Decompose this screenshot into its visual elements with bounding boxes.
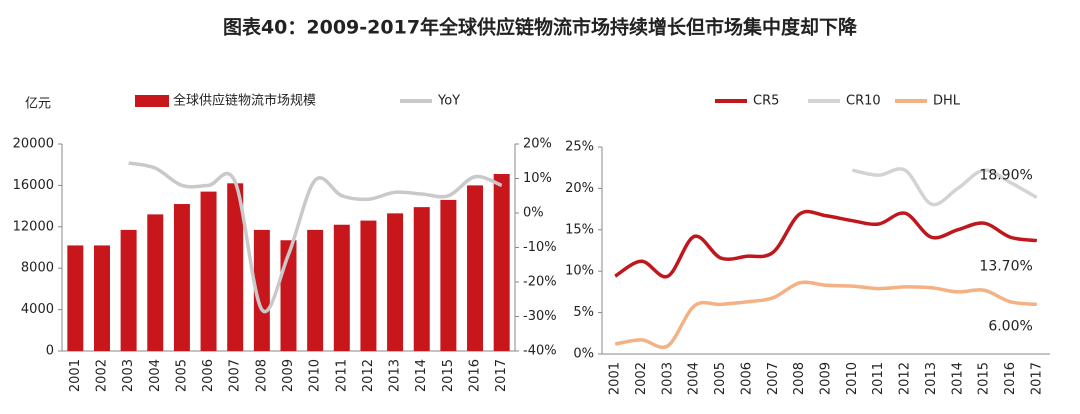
y-tick-label: 20% — [565, 181, 594, 196]
x-tick-label: 2016 — [1003, 362, 1018, 395]
y-tick-label: 8000 — [21, 261, 54, 276]
line — [614, 209, 1038, 279]
x-tick-label: 2016 — [468, 359, 483, 392]
x-tick-label: 2011 — [871, 362, 886, 395]
legend-label: CR10 — [846, 94, 881, 109]
y-tick-label: 4000 — [21, 302, 54, 317]
y2-tick-label: -40% — [523, 344, 557, 359]
x-tick-label: 2012 — [361, 359, 376, 392]
y-tick-label: 25% — [565, 140, 594, 155]
x-tick-label: 2003 — [121, 359, 136, 392]
x-tick-label: 2009 — [281, 359, 296, 392]
x-tick-label: 2010 — [845, 362, 860, 395]
data-label: 18.90% — [979, 168, 1032, 184]
y2-tick-label: -30% — [523, 309, 557, 324]
bar — [227, 183, 244, 351]
bar — [173, 204, 190, 351]
x-tick-label: 2011 — [334, 359, 349, 392]
x-tick-label: 2010 — [308, 359, 323, 392]
y-tick-label: 10% — [565, 264, 594, 279]
x-tick-label: 2014 — [950, 362, 965, 395]
x-tick-label: 2002 — [94, 359, 109, 392]
legend-label: DHL — [933, 94, 961, 109]
x-tick-label: 2012 — [898, 362, 913, 395]
bar — [307, 229, 324, 351]
bar — [333, 224, 350, 351]
bar — [360, 220, 377, 351]
y2-tick-label: -20% — [523, 275, 557, 290]
y2-tick-label: 20% — [523, 137, 552, 152]
x-tick-label: 2003 — [660, 362, 675, 395]
data-label: 6.00% — [988, 318, 1032, 334]
y2-tick-label: 10% — [523, 171, 552, 186]
x-tick-label: 2002 — [634, 362, 649, 395]
bar — [467, 185, 484, 351]
x-tick-label: 2006 — [739, 362, 754, 395]
bar — [200, 191, 217, 351]
x-tick-label: 2015 — [441, 359, 456, 392]
x-tick-label: 2007 — [228, 359, 243, 392]
bar — [493, 174, 510, 351]
x-tick-label: 2001 — [68, 359, 83, 392]
legend-swatch — [135, 95, 169, 107]
x-tick-label: 2001 — [608, 362, 623, 395]
legend-label: CR5 — [753, 94, 779, 109]
x-tick-label: 2005 — [174, 359, 189, 392]
y-tick-label: 20000 — [13, 137, 54, 152]
x-tick-label: 2017 — [1029, 362, 1044, 395]
x-tick-label: 2013 — [924, 362, 939, 395]
x-tick-label: 2008 — [792, 362, 807, 395]
bar — [120, 229, 137, 351]
x-tick-label: 2004 — [687, 362, 702, 395]
y-tick-label: 12000 — [13, 219, 54, 234]
x-tick-label: 2017 — [494, 359, 509, 392]
page-title: 图表40：2009-2017年全球供应链物流市场持续增长但市场集中度却下降 — [223, 16, 858, 39]
y-axis-label: 亿元 — [25, 97, 51, 112]
legend-label: YoY — [437, 94, 460, 109]
bar — [413, 207, 430, 351]
bar — [67, 245, 84, 351]
line — [614, 280, 1037, 349]
x-tick-label: 2007 — [766, 362, 781, 395]
x-tick-label: 2004 — [148, 359, 163, 392]
x-tick-label: 2006 — [201, 359, 216, 392]
y2-tick-label: -10% — [523, 240, 557, 255]
bar — [253, 229, 270, 351]
y-tick-label: 15% — [565, 222, 594, 237]
x-tick-label: 2009 — [819, 362, 834, 395]
x-tick-label: 2014 — [414, 359, 429, 392]
bar — [147, 214, 164, 351]
x-tick-label: 2008 — [254, 359, 269, 392]
bar — [387, 213, 404, 351]
legend-label: 全球供应链物流市场规模 — [173, 93, 316, 109]
y-tick-label: 0% — [573, 347, 594, 362]
bar — [440, 199, 457, 351]
y2-tick-label: 0% — [523, 206, 544, 221]
x-tick-label: 2013 — [388, 359, 403, 392]
x-tick-label: 2015 — [977, 362, 992, 395]
line — [128, 161, 503, 314]
bar — [93, 245, 110, 351]
line — [851, 167, 1038, 207]
y-tick-label: 5% — [573, 305, 594, 320]
y-tick-label: 0 — [46, 344, 54, 359]
x-tick-label: 2005 — [713, 362, 728, 395]
y-tick-label: 16000 — [13, 178, 54, 193]
data-label: 13.70% — [979, 259, 1032, 275]
